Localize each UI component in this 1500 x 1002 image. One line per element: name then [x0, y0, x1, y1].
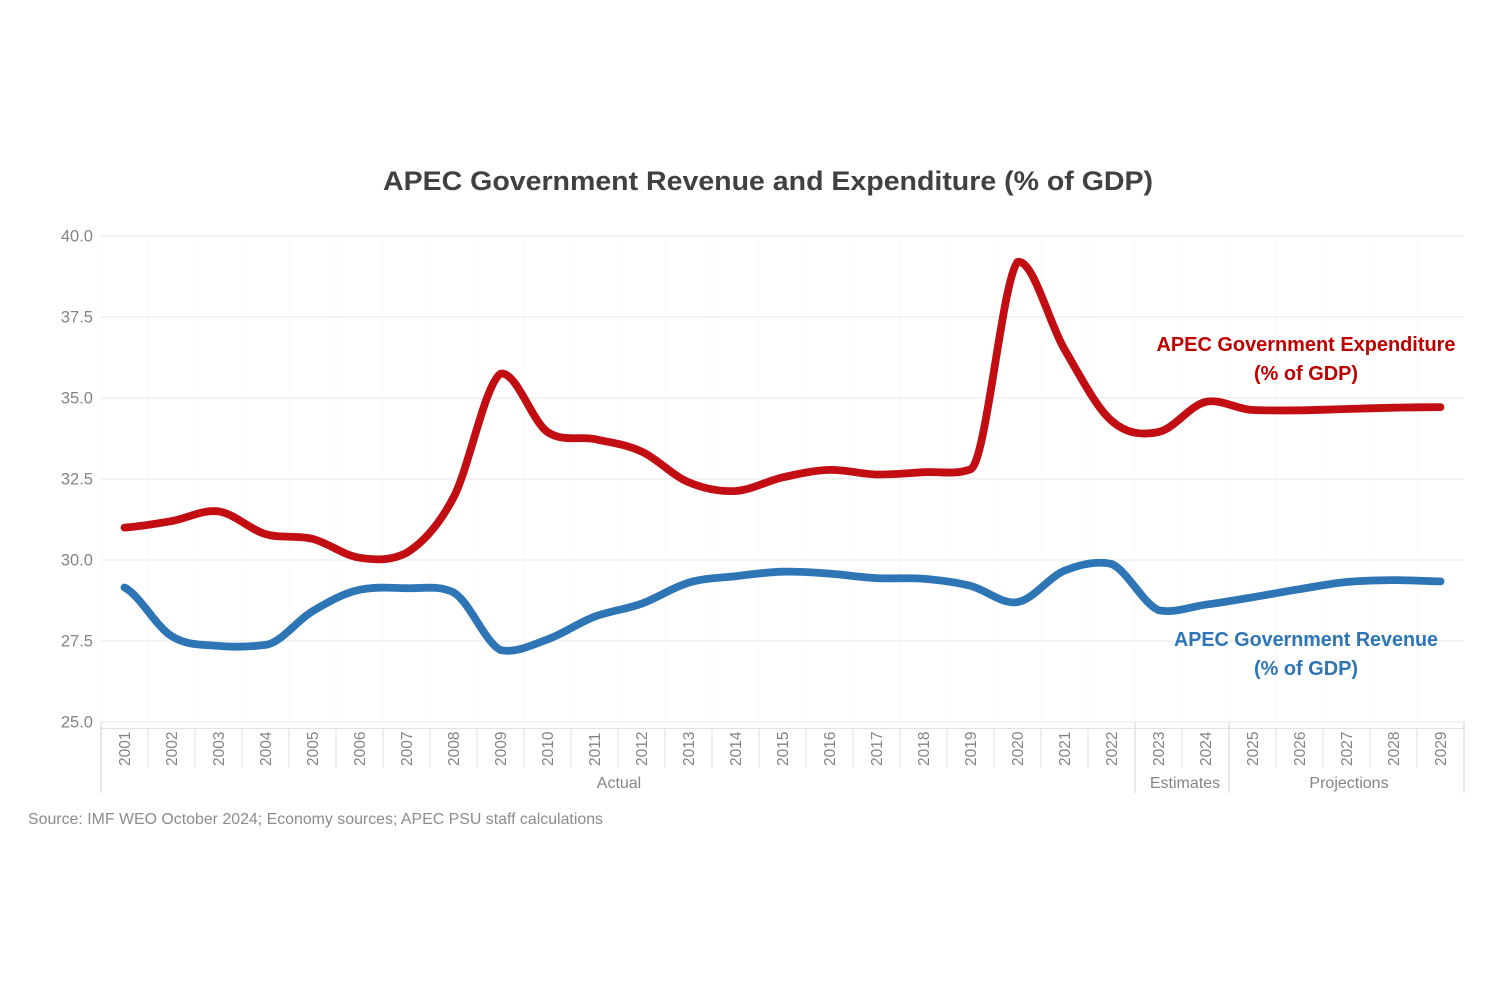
svg-text:APEC Government Revenue and Ex: APEC Government Revenue and Expenditure …	[383, 166, 1153, 196]
svg-text:2016: 2016	[822, 732, 839, 766]
svg-text:2021: 2021	[1057, 732, 1074, 766]
svg-text:2014: 2014	[728, 731, 745, 766]
svg-text:2009: 2009	[493, 732, 510, 766]
svg-text:2011: 2011	[587, 733, 604, 766]
svg-text:37.5: 37.5	[61, 309, 93, 327]
svg-text:2018: 2018	[916, 732, 933, 766]
svg-text:32.5: 32.5	[61, 471, 93, 489]
svg-text:Actual: Actual	[597, 775, 641, 792]
svg-text:2012: 2012	[634, 732, 651, 766]
svg-text:(% of GDP): (% of GDP)	[1254, 362, 1358, 385]
svg-text:2004: 2004	[258, 731, 275, 766]
svg-text:2025: 2025	[1245, 732, 1262, 766]
svg-text:(% of GDP): (% of GDP)	[1254, 657, 1358, 680]
svg-text:2028: 2028	[1386, 732, 1403, 766]
svg-text:2020: 2020	[1010, 731, 1027, 766]
svg-text:2008: 2008	[446, 732, 463, 766]
svg-text:Estimates: Estimates	[1150, 775, 1220, 792]
svg-text:2029: 2029	[1433, 732, 1450, 766]
svg-text:2006: 2006	[352, 732, 369, 766]
svg-text:2010: 2010	[540, 731, 557, 766]
svg-text:2022: 2022	[1104, 732, 1121, 766]
svg-text:Projections: Projections	[1309, 775, 1388, 792]
svg-text:2002: 2002	[164, 732, 181, 766]
svg-text:2015: 2015	[775, 732, 792, 766]
svg-text:30.0: 30.0	[61, 552, 93, 570]
svg-text:APEC Government Expenditure: APEC Government Expenditure	[1157, 333, 1456, 356]
svg-text:27.5: 27.5	[61, 633, 93, 651]
svg-text:2023: 2023	[1151, 732, 1168, 766]
svg-text:40.0: 40.0	[61, 228, 93, 246]
svg-text:Source: IMF WEO October 2024;: Source: IMF WEO October 2024; Economy so…	[28, 811, 603, 828]
svg-text:2019: 2019	[963, 732, 980, 766]
svg-text:35.0: 35.0	[61, 390, 93, 408]
svg-text:2005: 2005	[305, 732, 322, 766]
svg-text:2024: 2024	[1198, 731, 1215, 766]
svg-text:2003: 2003	[211, 732, 228, 766]
svg-text:2026: 2026	[1292, 732, 1309, 766]
svg-text:2013: 2013	[681, 732, 698, 766]
svg-text:25.0: 25.0	[61, 714, 93, 732]
svg-text:APEC Government Revenue: APEC Government Revenue	[1174, 628, 1438, 651]
svg-text:2017: 2017	[869, 732, 886, 766]
svg-text:2007: 2007	[399, 732, 416, 766]
svg-text:2001: 2001	[117, 732, 134, 766]
svg-text:2027: 2027	[1339, 732, 1356, 766]
